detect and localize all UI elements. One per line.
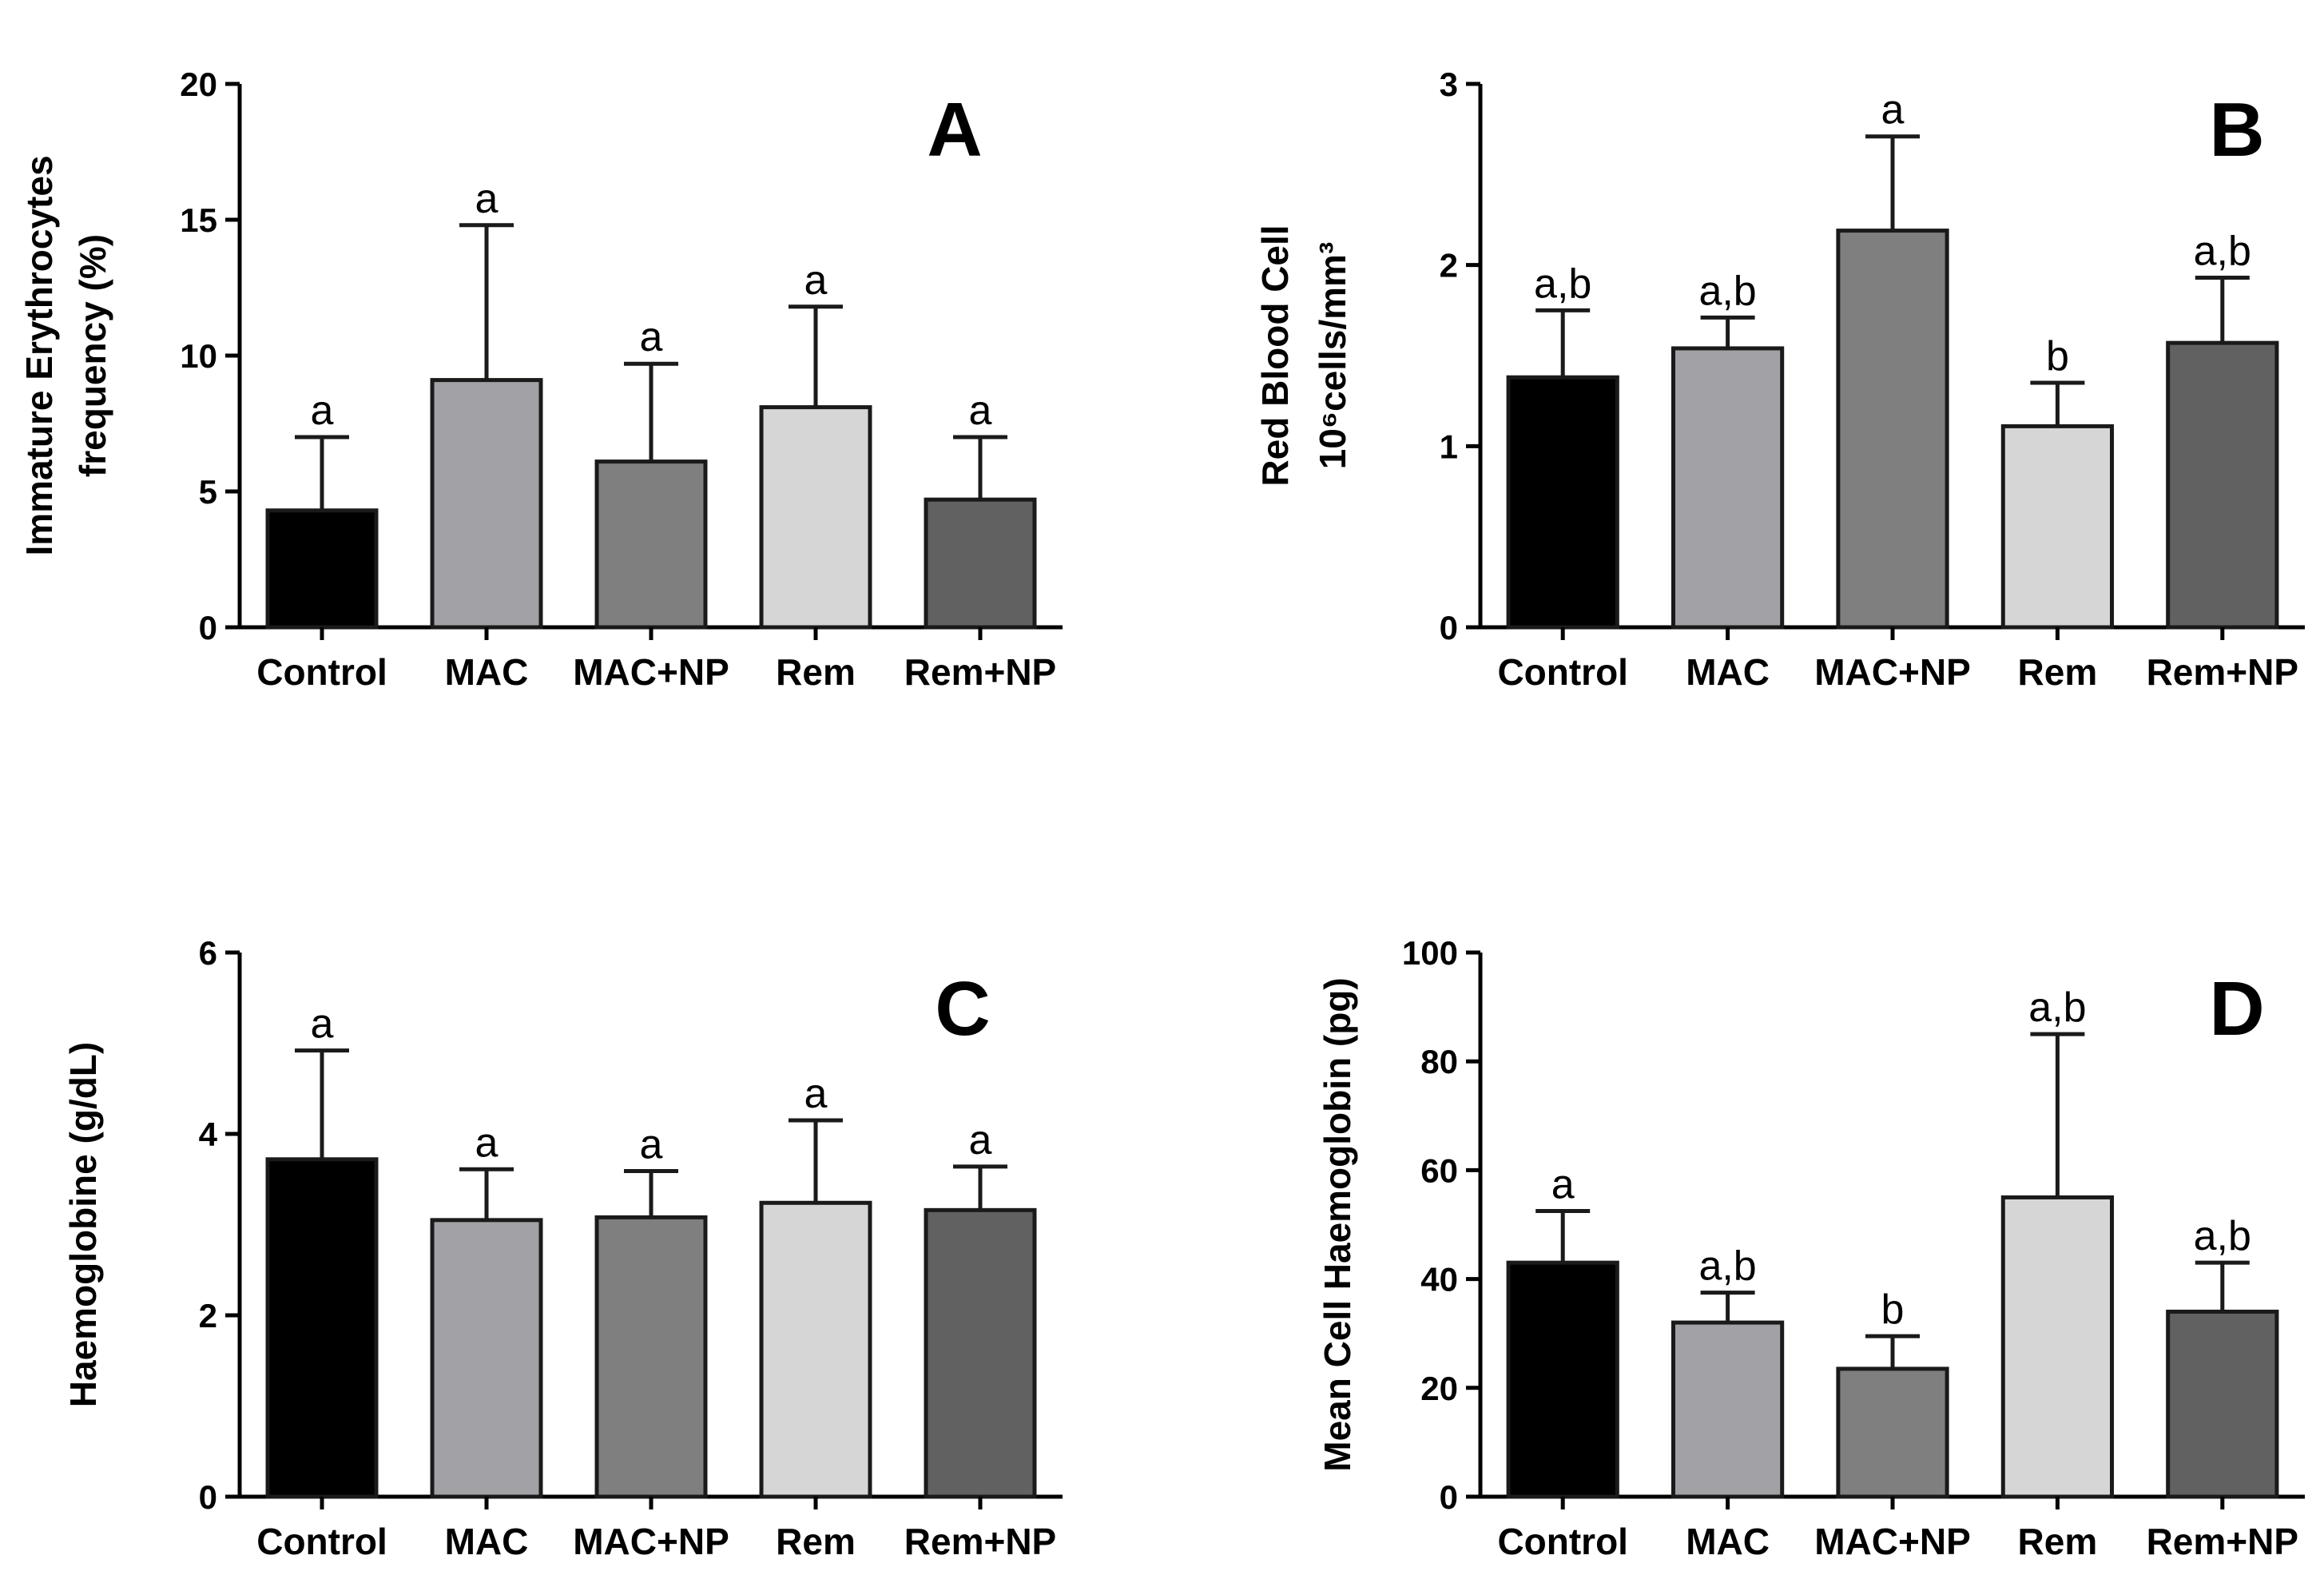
bar-control — [1506, 1260, 1619, 1499]
bar-mac — [1670, 346, 1785, 630]
bar-mac — [430, 1218, 543, 1499]
bar-rem-plus-np — [924, 497, 1037, 630]
significance-label: a,b — [1534, 261, 1591, 307]
significance-label: a — [1881, 87, 1905, 133]
y-axis-label: Mean Cell Haemoglobin (pg) — [1317, 977, 1358, 1471]
x-tick-label: MAC+NP — [1814, 1521, 1971, 1562]
y-tick-label: 15 — [180, 201, 217, 239]
panel-d: 0 20 40 60 80 100 a Control a,b MAC b MAC+NP a,b Rem a… — [1317, 934, 2305, 1562]
bar-control — [1506, 375, 1619, 630]
significance-label: a,b — [1698, 268, 1756, 314]
bar-mac — [430, 378, 543, 630]
x-tick-label: Control — [256, 1521, 387, 1562]
bar-mac-plus-np — [1836, 229, 1949, 630]
x-tick-label: Rem+NP — [2147, 651, 2298, 693]
x-tick-label: Rem+NP — [2147, 1521, 2298, 1562]
significance-label: a — [311, 388, 334, 434]
significance-label: a — [640, 314, 663, 360]
bar-control — [265, 1157, 379, 1499]
y-tick-label: 10 — [180, 337, 217, 375]
significance-label: a — [475, 176, 499, 222]
bar-rem — [759, 1200, 872, 1499]
x-tick-label: Control — [256, 651, 387, 693]
y-tick-label: 20 — [1420, 1370, 1458, 1407]
bar-rem — [2000, 424, 2115, 630]
significance-label: a — [969, 1117, 992, 1163]
x-tick-label: MAC — [1686, 1521, 1770, 1562]
bar-mac-plus-np — [1836, 1366, 1949, 1499]
y-tick-label: 0 — [199, 1478, 217, 1516]
significance-label: a,b — [1698, 1243, 1756, 1290]
bar-rem-plus-np — [2166, 1309, 2279, 1499]
significance-label: b — [1881, 1287, 1905, 1333]
bar-mac — [1670, 1320, 1785, 1499]
panel-c: 0 2 4 6 a Control a MAC a MAC+NP a Rem a Rem+NP Haemog… — [62, 934, 1063, 1562]
bar-rem-plus-np — [924, 1207, 1037, 1499]
y-tick-label: 0 — [1440, 1478, 1458, 1516]
significance-label: a,b — [2194, 1213, 2251, 1259]
significance-label: a — [969, 388, 992, 434]
bar-mac-plus-np — [594, 1215, 708, 1499]
y-tick-label: 2 — [1440, 247, 1458, 284]
y-tick-label: 80 — [1420, 1043, 1458, 1080]
significance-label: a — [475, 1120, 499, 1166]
y-tick-label: 0 — [1440, 609, 1458, 646]
y-axis-label: 10⁶cells/mm³ — [1312, 242, 1353, 470]
x-tick-label: Rem+NP — [904, 651, 1056, 693]
y-tick-label: 40 — [1420, 1261, 1458, 1299]
panel-letter: B — [2209, 87, 2264, 173]
panel-letter: A — [927, 87, 982, 173]
significance-label: a — [1551, 1161, 1575, 1207]
y-tick-label: 3 — [1440, 66, 1458, 103]
significance-label: a,b — [2028, 984, 2086, 1031]
y-tick-label: 1 — [1440, 428, 1458, 465]
y-tick-label: 5 — [199, 473, 217, 511]
y-tick-label: 6 — [199, 934, 217, 972]
significance-label: a — [311, 1001, 334, 1048]
bar-mac-plus-np — [594, 459, 708, 630]
x-tick-label: MAC+NP — [1814, 651, 1971, 693]
bar-rem — [759, 405, 872, 630]
bar-control — [265, 508, 379, 630]
x-tick-label: MAC — [445, 651, 529, 693]
y-axis-label: Haemoglobine (g/dL) — [62, 1042, 104, 1407]
y-tick-label: 20 — [180, 66, 217, 103]
x-tick-label: Rem — [776, 1521, 856, 1562]
y-tick-label: 60 — [1420, 1151, 1458, 1189]
x-tick-label: MAC+NP — [573, 651, 729, 693]
x-tick-label: MAC — [445, 1521, 529, 1562]
y-tick-label: 4 — [199, 1116, 218, 1153]
x-tick-label: Control — [1497, 651, 1628, 693]
x-tick-label: Rem — [2018, 651, 2098, 693]
significance-label: b — [2046, 333, 2069, 380]
y-axis-label: Red Blood Cell — [1254, 225, 1296, 486]
x-tick-label: MAC+NP — [573, 1521, 729, 1562]
panel-a: 0 5 10 15 20 a Control a MAC a MAC+NP a Rem a Rem+NP Im… — [18, 66, 1063, 693]
significance-label: a — [804, 257, 828, 304]
x-tick-label: Rem — [776, 651, 856, 693]
x-tick-label: Rem — [2018, 1521, 2098, 1562]
panel-b: 0 1 2 3 a,b Control a,b MAC a MAC+NP b Rem a,b Rem+NP… — [1254, 66, 2305, 693]
y-tick-label: 100 — [1402, 934, 1458, 972]
x-tick-label: Rem+NP — [904, 1521, 1056, 1562]
significance-label: a,b — [2194, 229, 2251, 275]
x-tick-label: MAC — [1686, 651, 1770, 693]
x-tick-label: Control — [1497, 1521, 1628, 1562]
bar-rem — [2000, 1195, 2115, 1499]
significance-label: a — [640, 1122, 663, 1168]
bar-rem-plus-np — [2166, 340, 2279, 630]
y-axis-label: Immature Erythrocytes — [18, 155, 60, 555]
panel-letter: C — [935, 966, 990, 1052]
y-axis-label: frequency (%) — [72, 234, 113, 477]
y-tick-label: 2 — [199, 1297, 217, 1334]
y-tick-label: 0 — [199, 609, 217, 646]
panel-letter: D — [2209, 966, 2264, 1052]
significance-label: a — [804, 1071, 828, 1117]
